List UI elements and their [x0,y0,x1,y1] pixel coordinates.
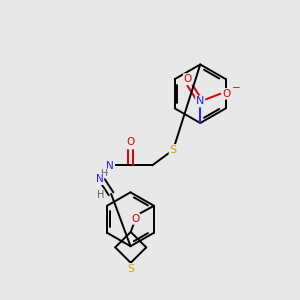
Text: O: O [223,89,231,99]
Text: O: O [184,74,192,84]
Text: O: O [131,214,140,224]
Text: N: N [196,96,204,106]
Text: S: S [169,145,177,155]
Text: −: − [232,82,241,93]
Text: H: H [97,190,104,200]
Text: N: N [106,161,114,171]
Text: H: H [100,169,107,178]
Text: N: N [96,174,104,184]
Text: O: O [126,137,135,147]
Text: S: S [127,264,134,274]
